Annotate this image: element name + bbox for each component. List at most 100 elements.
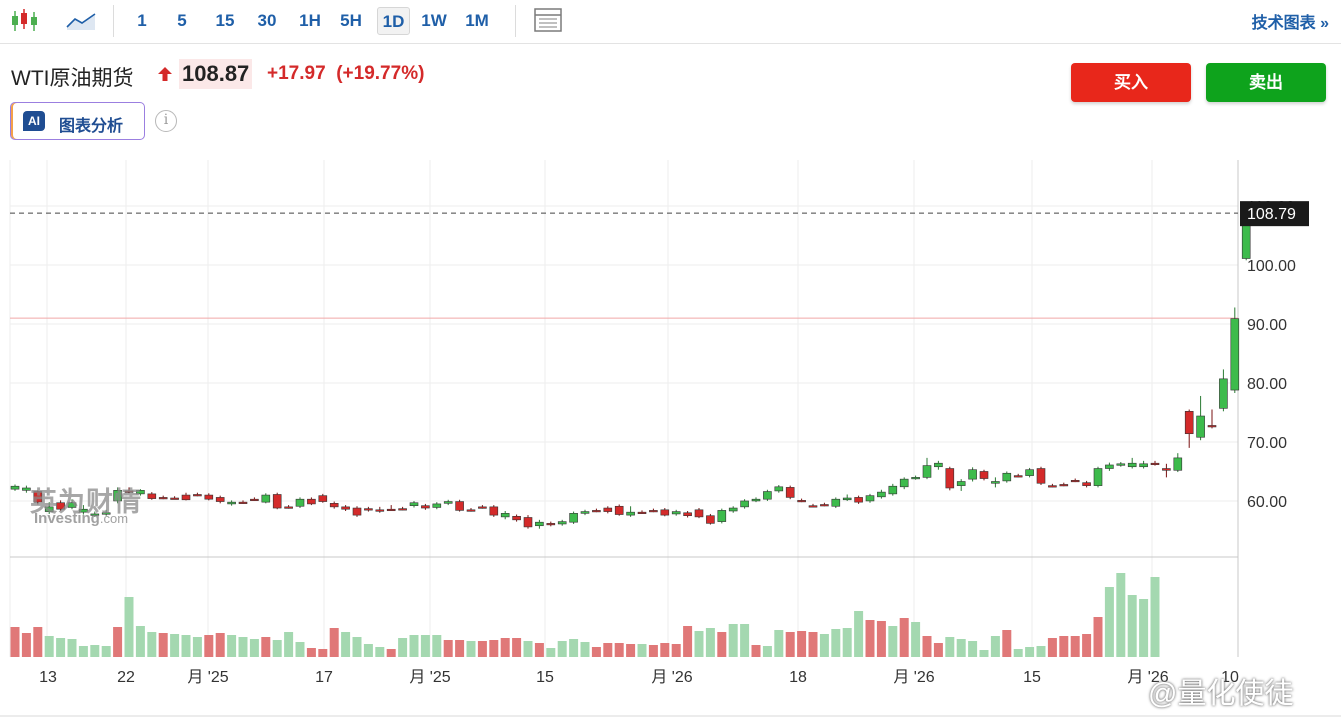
volume-bar	[990, 636, 1000, 657]
candle-body	[147, 493, 157, 499]
period-5h[interactable]: 5H	[340, 11, 362, 30]
volume-bar	[432, 635, 442, 657]
weibo-watermark: @量化使徒	[1148, 678, 1294, 710]
sell-button[interactable]: 卖出	[1206, 63, 1326, 102]
volume-bar	[683, 626, 693, 657]
candle-body	[1082, 482, 1091, 486]
candle-body	[215, 497, 225, 502]
current-price-tag-label: 108.79	[1247, 206, 1296, 223]
candle-body	[865, 495, 875, 502]
investing-watermark-logo: 英为财情	[30, 487, 142, 517]
candle-body	[352, 507, 362, 516]
period-15[interactable]: 15	[215, 11, 235, 30]
candle-body	[523, 517, 533, 528]
period-30[interactable]: 30	[257, 11, 277, 30]
volume-bar	[158, 633, 168, 657]
volume-bar	[227, 635, 237, 657]
candle-body	[364, 508, 373, 511]
price-tick-label: 90.00	[1247, 317, 1287, 334]
candle-body	[398, 508, 407, 511]
volume-bar	[44, 636, 54, 657]
volume-bar	[238, 637, 248, 657]
candle-body	[261, 494, 271, 503]
time-tick-label: 10	[1221, 669, 1239, 686]
arrow-up-icon	[158, 67, 172, 81]
period-5[interactable]: 5	[177, 11, 187, 30]
buy-button[interactable]: 买入	[1071, 63, 1191, 102]
candle-body	[797, 500, 806, 503]
candle-body	[44, 506, 54, 512]
candle-body	[500, 513, 510, 518]
current-price-tag	[1240, 201, 1309, 227]
time-tick-label: 22	[117, 669, 135, 686]
candle-body	[820, 504, 829, 507]
candle-body	[181, 494, 191, 501]
candle-body	[318, 495, 328, 502]
volume-bar	[671, 644, 681, 657]
candle-body	[1230, 318, 1240, 391]
instrument-name: WTI原油期货	[11, 67, 134, 90]
volume-bar	[591, 647, 601, 657]
watermark-brand-name: Investing	[34, 510, 100, 527]
investing-watermark-brand: Investing.com	[34, 510, 128, 527]
volume-bar	[398, 638, 408, 657]
candle-body	[478, 506, 487, 509]
volume-bar	[534, 643, 544, 657]
volume-bar	[1139, 599, 1149, 657]
volume-bar	[1002, 630, 1012, 657]
time-tick-label: 月 '26	[1127, 669, 1168, 686]
candle-body	[1207, 425, 1217, 428]
time-tick-label: 13	[39, 669, 57, 686]
time-tick-label: 17	[315, 669, 333, 686]
volume-bar	[797, 631, 807, 657]
candle-body	[1173, 457, 1183, 471]
candle-body	[375, 509, 385, 512]
period-1m[interactable]: 1M	[465, 11, 489, 30]
volume-bars	[10, 573, 1160, 657]
candle-body	[455, 501, 464, 511]
volume-bar	[603, 643, 613, 657]
period-1w[interactable]: 1W	[421, 11, 447, 30]
chart-toolbar: 1 5 15 30 1H 5H 1D 1W 1M 技术图表 »	[0, 0, 1341, 44]
candle-body	[489, 506, 499, 516]
chart-grid	[0, 160, 1341, 717]
layout-table-icon[interactable]	[532, 5, 564, 35]
time-tick-label: 月 '25	[187, 669, 228, 686]
volume-bar	[67, 639, 77, 657]
tech-chart-link[interactable]: 技术图表 »	[1251, 15, 1329, 32]
toolbar-divider	[515, 5, 516, 37]
volume-bar	[1082, 634, 1092, 657]
candlestick-chart-icon[interactable]	[8, 5, 42, 35]
time-tick-label: 月 '26	[893, 669, 934, 686]
candle-body	[580, 511, 590, 514]
volume-bar	[888, 626, 898, 657]
candle-body	[432, 503, 442, 508]
volume-bar	[386, 649, 396, 657]
volume-bar	[33, 627, 43, 657]
candle-body	[386, 508, 396, 512]
candle-body	[1002, 472, 1012, 482]
volume-bar	[842, 628, 852, 657]
volume-bar	[854, 611, 864, 657]
candle-body	[968, 469, 977, 480]
period-1d[interactable]: 1D	[377, 7, 410, 35]
ai-chart-analysis-button[interactable]: AI 图表分析	[10, 102, 145, 140]
time-tick-label: 月 '26	[651, 669, 692, 686]
candle-body	[421, 505, 430, 509]
volume-bar	[170, 634, 180, 657]
period-1[interactable]: 1	[137, 11, 147, 30]
candle-body	[124, 490, 134, 493]
volume-bar	[329, 628, 339, 657]
volume-bar	[500, 638, 510, 657]
volume-bar	[181, 635, 191, 657]
volume-bar	[409, 635, 419, 657]
candle-body	[193, 494, 202, 497]
info-icon[interactable]: i	[155, 110, 177, 132]
volume-bar	[10, 627, 20, 657]
volume-bar	[876, 621, 886, 657]
volume-bar	[261, 637, 271, 657]
period-1h[interactable]: 1H	[299, 11, 321, 30]
area-chart-icon[interactable]	[64, 5, 98, 35]
candle-body	[899, 478, 909, 488]
